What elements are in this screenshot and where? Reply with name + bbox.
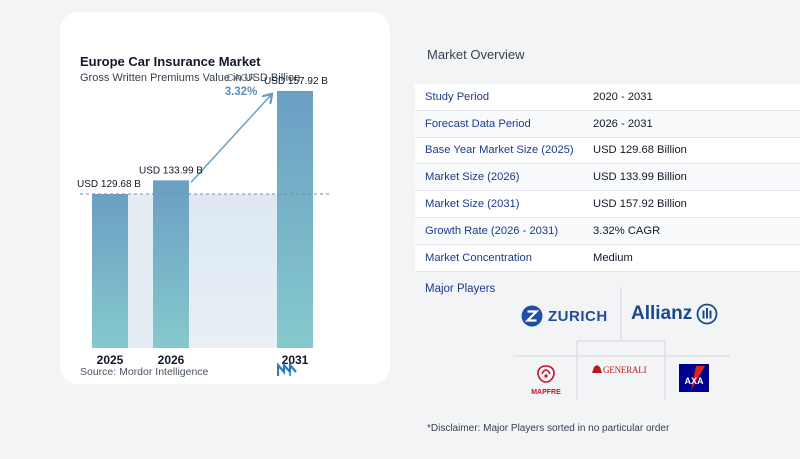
cagr-value: 3.32%	[225, 86, 258, 98]
table-row: Study Period 2020 - 2031	[415, 84, 800, 111]
chart-subtitle: Gross Written Premiums Value in USD Bill…	[80, 72, 301, 84]
bar-2031	[277, 90, 313, 349]
generali-logo: GENERALI	[591, 364, 647, 375]
row-label: Study Period	[425, 90, 490, 103]
category-label-2025: 2025	[97, 353, 124, 367]
cagr-label: CAGR	[227, 73, 256, 84]
growth-band	[189, 194, 277, 348]
mapfre-emblem-icon	[537, 365, 555, 383]
row-label: Forecast Data Period	[425, 117, 531, 130]
players-grid-lines	[513, 287, 730, 400]
table-row: Forecast Data Period 2026 - 2031	[415, 110, 800, 138]
category-label-2026: 2026	[158, 353, 185, 367]
axa-logo: AXA	[679, 364, 709, 397]
table-row: Market Concentration Medium	[415, 244, 800, 272]
overview-title: Market Overview	[427, 47, 525, 62]
value-label-2026: USD 133.99 B	[139, 165, 203, 176]
row-value: USD 129.68 Billion	[593, 144, 687, 157]
market-overview-panel: Market Overview Study Period 2020 - 2031…	[415, 0, 800, 459]
chart-card: Europe Car Insurance Market Gross Writte…	[60, 12, 390, 384]
table-row: Market Size (2026) USD 133.99 Billion	[415, 164, 800, 192]
allianz-emblem-icon	[696, 303, 718, 325]
gap-band	[128, 194, 153, 348]
row-label: Market Size (2031)	[425, 198, 520, 211]
generali-lion-icon	[592, 365, 602, 373]
value-label-2031: USD 157.92 B	[264, 76, 328, 87]
zurich-emblem-icon	[521, 305, 543, 327]
zurich-wordmark: ZURICH	[548, 307, 608, 325]
mordor-logo-icon	[277, 363, 297, 376]
row-value: 3.32% CAGR	[593, 224, 661, 237]
major-players-title: Major Players	[425, 283, 496, 295]
axa-emblem-icon: AXA	[679, 364, 709, 392]
cagr-arrow	[190, 95, 271, 183]
source-text: Source: Mordor Intelligence	[80, 366, 209, 378]
row-label: Base Year Market Size (2025)	[425, 144, 574, 157]
row-value: USD 133.99 Billion	[593, 171, 687, 184]
row-label: Market Size (2026)	[425, 171, 520, 184]
category-label-2031: 2031	[282, 353, 309, 367]
table-row: Base Year Market Size (2025) USD 129.68 …	[415, 137, 800, 165]
row-value: USD 157.92 Billion	[593, 198, 687, 211]
bar-2026	[153, 180, 189, 348]
overview-table: Study Period 2020 - 2031 Forecast Data P…	[415, 84, 800, 272]
row-label: Market Concentration	[425, 251, 532, 264]
zurich-logo: ZURICH	[521, 305, 608, 327]
allianz-logo: Allianz	[631, 303, 718, 325]
bar-chart: CAGR 3.32% USD 129.68 B 2025 USD 133.99 B 2…	[77, 73, 330, 367]
table-row: Growth Rate (2026 - 2031) 3.32% CAGR	[415, 217, 800, 245]
bar-2025	[92, 194, 128, 348]
row-value: 2020 - 2031	[593, 90, 653, 103]
disclaimer-text: *Disclaimer: Major Players sorted in no …	[427, 423, 670, 434]
mapfre-logo: MAPFRE	[523, 365, 569, 396]
allianz-wordmark: Allianz	[631, 303, 693, 324]
row-value: 2026 - 2031	[593, 117, 653, 130]
row-value: Medium	[593, 251, 633, 264]
mapfre-wordmark: MAPFRE	[531, 389, 561, 396]
chart-title: Europe Car Insurance Market	[80, 54, 261, 69]
axa-wordmark: AXA	[684, 376, 704, 386]
table-row: Market Size (2031) USD 157.92 Billion	[415, 191, 800, 218]
value-label-2025: USD 129.68 B	[77, 179, 141, 190]
generali-wordmark: GENERALI	[603, 365, 647, 375]
row-label: Growth Rate (2026 - 2031)	[425, 224, 559, 237]
